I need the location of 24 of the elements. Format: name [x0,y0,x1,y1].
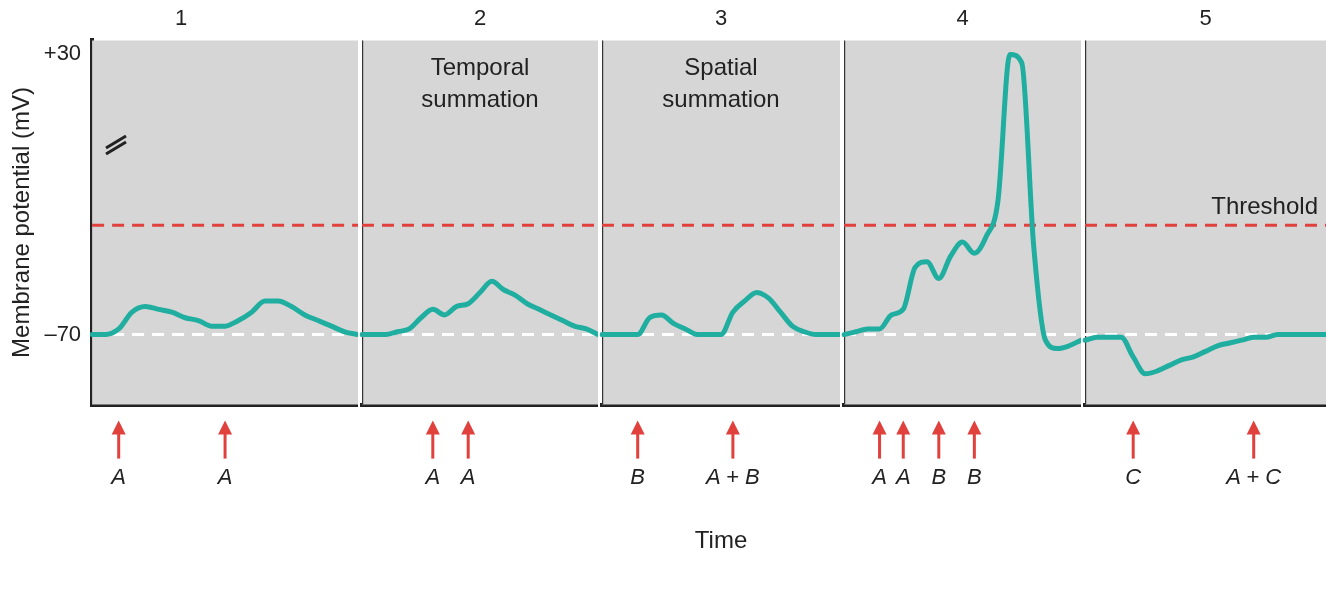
y-axis-title: Membrane potential (mV) [7,87,35,358]
x-axis-title: Time [694,526,748,554]
ref-line-label: Threshold [1211,191,1318,219]
x-tick-label: A [893,463,911,489]
x-tick-label: A [215,463,233,489]
y-tick-label: +30 [43,40,82,66]
chart-title: 1 [174,5,188,31]
x-tick-label: B [967,463,982,489]
chart-title: 5 [1199,5,1212,31]
x-tick-label: B [931,463,947,489]
x-tick-label: A [109,463,127,489]
annotation: Spatial summation [662,53,780,113]
y-tick-label: –70 [44,320,82,346]
x-tick-label: A [423,463,441,489]
annotation: Temporal summation [421,53,539,113]
x-tick-label: A + B [704,463,760,489]
chart-title: 2 [473,5,487,31]
x-tick-label: A [870,463,887,489]
x-tick-label: B [630,463,646,489]
x-tick-label: C [1125,463,1142,489]
x-tick-label: A [458,463,476,489]
chart-title: 4 [956,5,969,31]
chart-title: 3 [714,5,728,31]
x-tick-label: A + C [1224,463,1282,489]
